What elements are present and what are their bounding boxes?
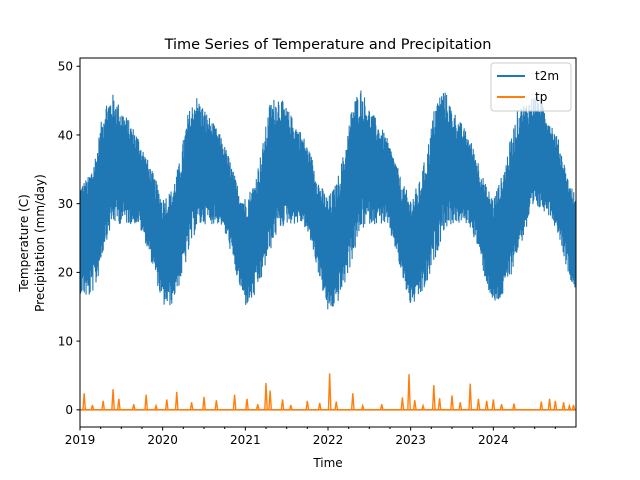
tp-spike (101, 400, 106, 410)
tp-spike (431, 385, 436, 410)
x-axis-label: Time (312, 456, 342, 470)
legend: t2m tp (490, 62, 572, 112)
y-tick-label: 20 (58, 266, 73, 280)
series-line-tp (82, 373, 576, 411)
tp-spike (245, 398, 249, 410)
tp-spike (400, 397, 405, 410)
tp-spike (189, 402, 194, 410)
tp-spike (360, 403, 365, 411)
tp-spike (317, 402, 322, 410)
tp-spike (164, 399, 169, 410)
tp-spike (499, 404, 504, 410)
y-axis-label-line-2: Precipitation (mm/day) (33, 174, 47, 312)
tp-spike (255, 404, 260, 410)
x-axis-ticks: 2019 2020 2021 2022 2023 2024 (65, 427, 556, 447)
y-tick-label: 30 (58, 197, 73, 211)
tp-spike (437, 398, 442, 410)
y-tick-label: 40 (58, 128, 73, 142)
tp-spike (468, 383, 473, 410)
tp-spike (350, 393, 355, 410)
tp-spike (571, 404, 576, 410)
tp-spike (547, 398, 552, 410)
tp-spike (327, 373, 332, 410)
tp-spike (476, 398, 481, 410)
tp-spike (458, 402, 463, 410)
y-tick-label: 0 (65, 403, 73, 417)
tp-spike (484, 400, 489, 410)
y-axis-ticks: 0 10 20 30 40 50 (58, 60, 80, 417)
chart-title: Time Series of Temperature and Precipita… (164, 37, 492, 53)
tp-spike (412, 400, 417, 410)
tp-spike (131, 404, 136, 410)
tp-spike (232, 394, 237, 410)
tp-spike (214, 400, 219, 410)
tp-spike (111, 389, 115, 410)
tp-spike (264, 382, 268, 410)
tp-spike (280, 399, 285, 410)
tp-spike (407, 374, 411, 410)
y-tick-label: 50 (58, 60, 73, 74)
series-layer (80, 90, 576, 411)
tp-spike (450, 395, 454, 410)
plot-area-frame (79, 57, 577, 428)
x-tick-label: 2019 (65, 433, 96, 447)
tp-spike (512, 403, 516, 410)
tp-spike (82, 393, 87, 410)
series-line-t2m (80, 90, 576, 310)
tp-spike (334, 401, 339, 410)
x-tick-label: 2022 (313, 433, 344, 447)
tp-spike (288, 404, 293, 410)
tp-spike (202, 396, 206, 410)
y-axis-label-line-1: Temperature (C) (17, 194, 31, 293)
tp-spike (567, 403, 572, 411)
legend-label-t2m: t2m (535, 69, 559, 83)
x-tick-label: 2021 (230, 433, 261, 447)
tp-spike (268, 390, 273, 410)
tp-spike (174, 391, 179, 410)
tp-spike (553, 400, 558, 410)
tp-spike (154, 403, 158, 411)
tp-spike (379, 404, 384, 410)
tp-spike (539, 401, 544, 410)
y-tick-label: 10 (58, 334, 73, 348)
legend-label-tp: tp (535, 90, 547, 104)
tp-spike (421, 403, 425, 411)
x-tick-label: 2024 (478, 433, 509, 447)
tp-spike (305, 400, 310, 410)
tp-spike (116, 398, 121, 410)
x-tick-label: 2020 (147, 433, 178, 447)
tp-spike (144, 394, 149, 410)
x-tick-label: 2023 (395, 433, 426, 447)
tp-spike (90, 404, 95, 410)
tp-spike (561, 402, 566, 410)
tp-spike (491, 399, 496, 410)
